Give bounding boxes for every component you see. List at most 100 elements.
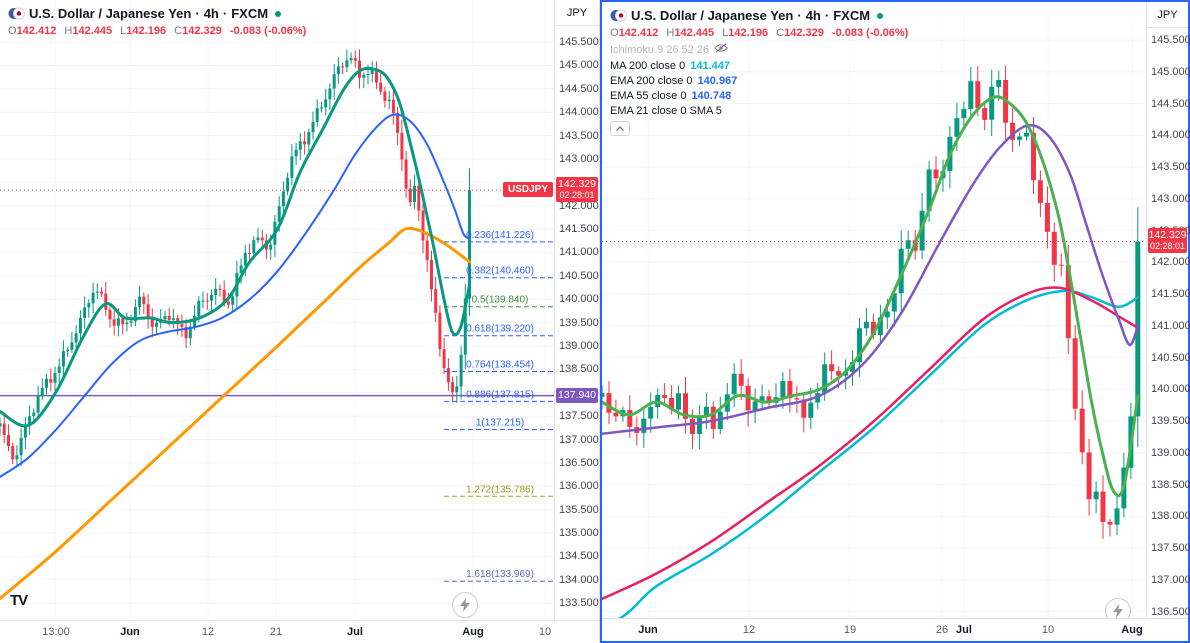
exchange-label: FXCM: [833, 8, 871, 23]
eye-off-icon[interactable]: [714, 42, 729, 57]
chart-panel-left[interactable]: 0.236(141.226) 0.382(140.460) 0.5(139.840)…: [0, 0, 600, 643]
price-tick-label: 143.000: [559, 153, 599, 165]
high-value: 142.445: [72, 25, 113, 37]
time-axis-label: Jul: [956, 624, 972, 636]
symbol-title[interactable]: U.S. Dollar / Japanese Yen · 4h · FXCM: [8, 6, 306, 21]
fib-level-label: 0.5(139.840): [472, 295, 529, 306]
up-candle-bodies: [0, 58, 471, 460]
price-tick-label: 141.500: [559, 223, 599, 235]
price-tick-label: 134.000: [559, 574, 599, 586]
price-tick-label: 133.500: [559, 597, 599, 609]
market-open-dot[interactable]: [877, 12, 884, 19]
price-tick-label: 144.500: [1151, 98, 1190, 110]
fib-level-label: 1.618(133.969): [466, 569, 534, 580]
price-tick-label: 141.000: [1151, 320, 1190, 332]
indicator-legend-ema200[interactable]: EMA 200 close 0 140.967: [610, 75, 908, 87]
separator: ·: [824, 8, 830, 23]
separator: ·: [797, 8, 802, 23]
up-candle-bodies: [602, 80, 1141, 525]
market-open-dot[interactable]: [275, 10, 282, 17]
candlestick-chart[interactable]: 0.236(141.226) 0.382(140.460) 0.5(139.840)…: [0, 0, 555, 620]
candlestick-chart[interactable]: [602, 2, 1146, 618]
open-label: O: [8, 25, 17, 37]
price-tick-label: 143.500: [559, 130, 599, 142]
price-tick-label: 140.000: [1151, 383, 1190, 395]
indicator-value: 141.447: [690, 60, 730, 72]
fib-level-label: 0.236(141.226): [466, 230, 534, 241]
indicator-legend-ema55[interactable]: EMA 55 close 0 140.748: [610, 90, 908, 102]
change-value: -0.083 (-0.06%): [229, 25, 307, 37]
chart-header: U.S. Dollar / Japanese Yen · 4h · FXCM O…: [8, 6, 306, 37]
price-tick-label: 139.500: [559, 317, 599, 329]
change-value: -0.083 (-0.06%): [831, 27, 909, 39]
current-price-badge: 142.329 02:28:01: [1148, 228, 1187, 253]
time-axis-label: 26: [935, 624, 949, 636]
chevron-up-icon: [616, 126, 624, 131]
chart-plot-area[interactable]: U.S. Dollar / Japanese Yen · 4h · FXCM O…: [602, 2, 1146, 618]
legend-collapse-button[interactable]: [610, 121, 630, 136]
interval-label: 4h: [805, 8, 821, 23]
price-tick-label: 137.000: [559, 434, 599, 446]
symbol-price-label: USDJPY: [502, 182, 553, 197]
ma-slow-orange-line: [0, 226, 471, 600]
price-tick-label: 134.500: [559, 550, 599, 562]
currency-pair-icon: [610, 9, 627, 22]
chart-panel-right[interactable]: U.S. Dollar / Japanese Yen · 4h · FXCM O…: [600, 0, 1190, 643]
symbol-title[interactable]: U.S. Dollar / Japanese Yen · 4h · FXCM: [610, 8, 908, 23]
open-value: 142.412: [618, 27, 659, 39]
price-tick-label: 140.500: [559, 270, 599, 282]
ema-55-blue-line: [0, 113, 471, 478]
time-axis-label: 19: [843, 624, 857, 636]
price-tick-label: 135.500: [559, 504, 599, 516]
up-candle-wicks: [602, 67, 1139, 535]
price-tick-label: 140.500: [1151, 352, 1190, 364]
fib-level-label: 0.886(137.815): [466, 389, 534, 400]
price-tick-label: 138.500: [559, 363, 599, 375]
price-tick-label: 142.000: [559, 200, 599, 212]
bar-countdown: 02:28:01: [559, 190, 595, 200]
price-scale[interactable]: JPY 145.500 145.000 144.500 144.000 143.500 1…: [554, 0, 599, 620]
lightning-icon: [1113, 604, 1123, 618]
time-axis[interactable]: 13:00 Jun 12 21 Jul Aug 10: [0, 620, 599, 643]
ema-200-crimson-line: [602, 286, 1140, 601]
close-label: C: [776, 27, 785, 39]
indicator-label: EMA 55 close 0: [610, 90, 687, 102]
tradingview-logo[interactable]: TV: [10, 592, 28, 609]
price-tick-label: 137.500: [559, 410, 599, 422]
time-axis-label: 10: [538, 626, 552, 638]
price-tick-label: 139.000: [1151, 447, 1190, 459]
indicator-legend-ema21-sma5[interactable]: EMA 21 close 0 SMA 5: [610, 105, 908, 117]
symbol-name: U.S. Dollar / Japanese Yen: [631, 8, 794, 23]
fib-level-label: 1(137.215): [476, 418, 524, 429]
current-price-badge: 142.329 02:28:01: [556, 177, 598, 202]
indicator-label: EMA 200 close 0: [610, 75, 693, 87]
indicator-legend-ichimoku[interactable]: Ichimoku 9 26 52 26: [610, 42, 908, 57]
price-scale[interactable]: JPY 145.500 145.000 144.500 144.000 143.500 1…: [1146, 2, 1190, 618]
close-label: C: [174, 25, 183, 37]
open-value: 142.412: [16, 25, 57, 37]
time-axis-label: 12: [201, 626, 215, 638]
time-axis[interactable]: Jun 12 19 26 Jul 10 Aug: [602, 618, 1188, 641]
instant-trading-button[interactable]: [1105, 598, 1131, 618]
fib-level-label: 0.382(140.460): [466, 266, 534, 277]
time-axis-label: 21: [269, 626, 283, 638]
indicator-label: Ichimoku 9 26 52 26: [610, 43, 710, 56]
price-tick-label: 144.500: [559, 83, 599, 95]
chart-plot-area[interactable]: 0.236(141.226) 0.382(140.460) 0.5(139.840)…: [0, 0, 555, 620]
currency-pair-icon: [8, 7, 25, 20]
indicator-legend-ma200[interactable]: MA 200 close 0 141.447: [610, 60, 908, 72]
indicator-value: 140.748: [691, 90, 732, 102]
price-tick-label: 145.500: [1151, 34, 1190, 46]
open-label: O: [610, 27, 619, 39]
hline-price-badge: 137.940: [556, 388, 598, 403]
price-tick-label: 136.500: [559, 457, 599, 469]
ohlc-row: O142.412 H142.445 L142.196 C142.329 -0.0…: [8, 25, 306, 37]
fib-level-label: 1.272(135.786): [466, 484, 534, 495]
indicator-label: MA 200 close 0: [610, 60, 686, 72]
fib-level-label: 0.618(139.220): [466, 324, 534, 335]
high-value: 142.445: [674, 27, 715, 39]
separator: ·: [195, 6, 200, 21]
ema-21-green-line: [602, 95, 1140, 498]
ma-200-cyan-line: [618, 289, 1140, 618]
instant-trading-button[interactable]: [452, 592, 478, 618]
